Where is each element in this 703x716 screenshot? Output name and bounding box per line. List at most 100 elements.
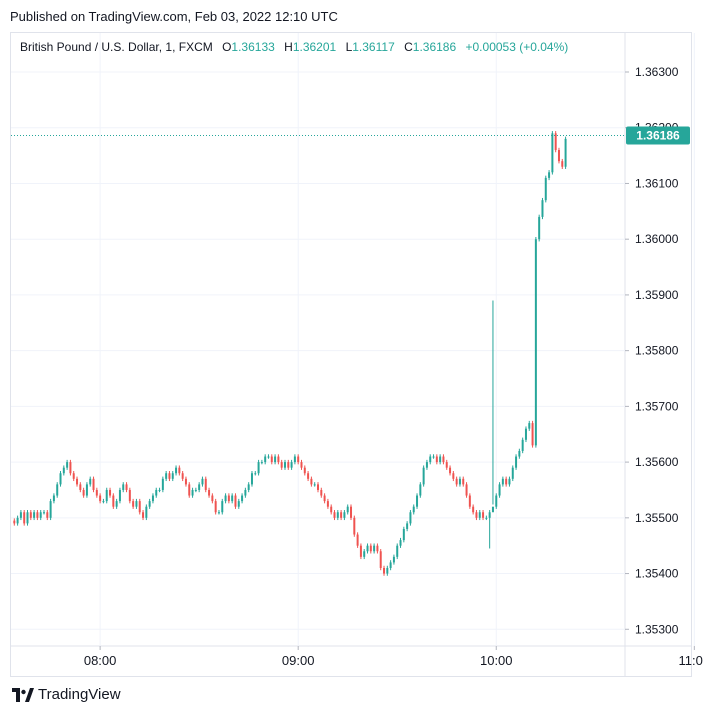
- candle-body: [561, 161, 564, 167]
- symbol-name: British Pound / U.S. Dollar, 1, FXCM: [20, 40, 213, 54]
- candle-body: [56, 484, 59, 496]
- candle-body: [66, 462, 69, 468]
- candle-body: [528, 423, 531, 429]
- chart-legend: British Pound / U.S. Dollar, 1, FXCM O1.…: [20, 40, 568, 54]
- candle-body: [155, 489, 158, 496]
- candle-body: [541, 200, 544, 217]
- published-caption: Published on TradingView.com, Feb 03, 20…: [10, 9, 338, 24]
- candle-body: [158, 489, 161, 491]
- candle-body: [72, 473, 75, 479]
- high-label: H: [284, 40, 293, 54]
- candle-body: [13, 520, 16, 524]
- candle-body: [515, 456, 518, 468]
- candle-body: [16, 517, 19, 524]
- candle-body: [359, 545, 362, 557]
- candle-body: [201, 478, 204, 485]
- y-tick-label: 1.35900: [635, 288, 679, 302]
- candle-body: [307, 473, 310, 479]
- candle-body: [227, 495, 230, 502]
- candle-body: [445, 462, 448, 468]
- candle-body: [317, 484, 319, 490]
- candle-body: [198, 484, 201, 490]
- candle-body: [389, 562, 392, 568]
- y-tick-label: 1.36000: [635, 232, 679, 246]
- candle-body: [221, 501, 224, 513]
- candle-body: [369, 545, 372, 552]
- candle-body: [19, 512, 22, 518]
- candle-body: [297, 456, 300, 463]
- candle-body: [85, 484, 88, 496]
- candle-body: [52, 495, 55, 502]
- y-tick-label: 1.35500: [635, 511, 679, 525]
- candle-body: [524, 428, 527, 440]
- candle-body: [89, 478, 92, 485]
- candle-body: [62, 467, 65, 474]
- candle-body: [181, 473, 184, 479]
- last-price-label: 1.36186: [636, 129, 680, 143]
- low-label: L: [345, 40, 353, 54]
- candle-body: [184, 478, 187, 485]
- candle-body: [323, 495, 326, 502]
- candle-body: [138, 501, 141, 513]
- open-value: 1.36133: [231, 40, 275, 54]
- candle-body: [208, 489, 211, 496]
- candle-body: [465, 484, 468, 496]
- candle-body: [92, 478, 95, 490]
- y-tick-label: 1.35800: [635, 344, 679, 358]
- candle-body: [557, 150, 560, 162]
- candle-body: [250, 473, 253, 485]
- high-value: 1.36201: [292, 40, 337, 54]
- chart-frame[interactable]: [10, 32, 692, 677]
- candle-body: [300, 462, 303, 468]
- candle-body: [478, 512, 481, 518]
- candle-body: [376, 545, 379, 552]
- candle-body: [145, 506, 148, 518]
- candle-body: [26, 512, 29, 524]
- candle-body: [264, 456, 267, 463]
- candle-body: [175, 467, 178, 474]
- y-tick-label: 1.36100: [635, 176, 679, 190]
- candle-body: [495, 495, 498, 507]
- candle-body: [498, 484, 501, 496]
- candle-body: [224, 495, 227, 502]
- candle-body: [501, 478, 504, 485]
- candle-body: [313, 484, 316, 486]
- candle-body: [36, 512, 39, 518]
- candle-body: [290, 462, 293, 468]
- candle-body: [475, 512, 478, 518]
- candle-body: [217, 512, 220, 514]
- y-tick-label: 1.35300: [635, 622, 679, 636]
- candle-body: [231, 495, 234, 502]
- candle-body: [379, 551, 382, 568]
- candle-body: [419, 484, 422, 496]
- candle-body: [488, 512, 491, 518]
- footer-brand[interactable]: TradingView: [12, 686, 121, 703]
- candle-body: [135, 501, 138, 507]
- footer-brand-label: TradingView: [38, 686, 121, 703]
- candle-body: [455, 478, 458, 485]
- last-price-badge: [626, 126, 690, 145]
- candle-body: [340, 512, 343, 518]
- candle-body: [125, 484, 128, 490]
- candle-body: [551, 133, 554, 173]
- candle-body: [458, 478, 461, 485]
- candle-body: [161, 478, 164, 490]
- x-tick-label: 08:00: [84, 653, 117, 668]
- candle-body: [544, 177, 547, 201]
- candle-body: [425, 462, 428, 468]
- candle-body: [505, 478, 508, 485]
- candle-body: [95, 489, 98, 496]
- candle-body: [330, 506, 333, 513]
- candle-body: [194, 489, 197, 491]
- candle-body: [320, 489, 323, 496]
- tradingview-logo-icon: [12, 687, 34, 702]
- candle-body: [564, 138, 567, 167]
- candle-body: [122, 484, 125, 490]
- candle-body: [293, 456, 296, 463]
- candle-body: [518, 450, 521, 457]
- candle-body: [59, 473, 62, 485]
- candle-body: [511, 467, 514, 479]
- x-tick-label: 09:00: [282, 653, 315, 668]
- candle-body: [383, 567, 386, 574]
